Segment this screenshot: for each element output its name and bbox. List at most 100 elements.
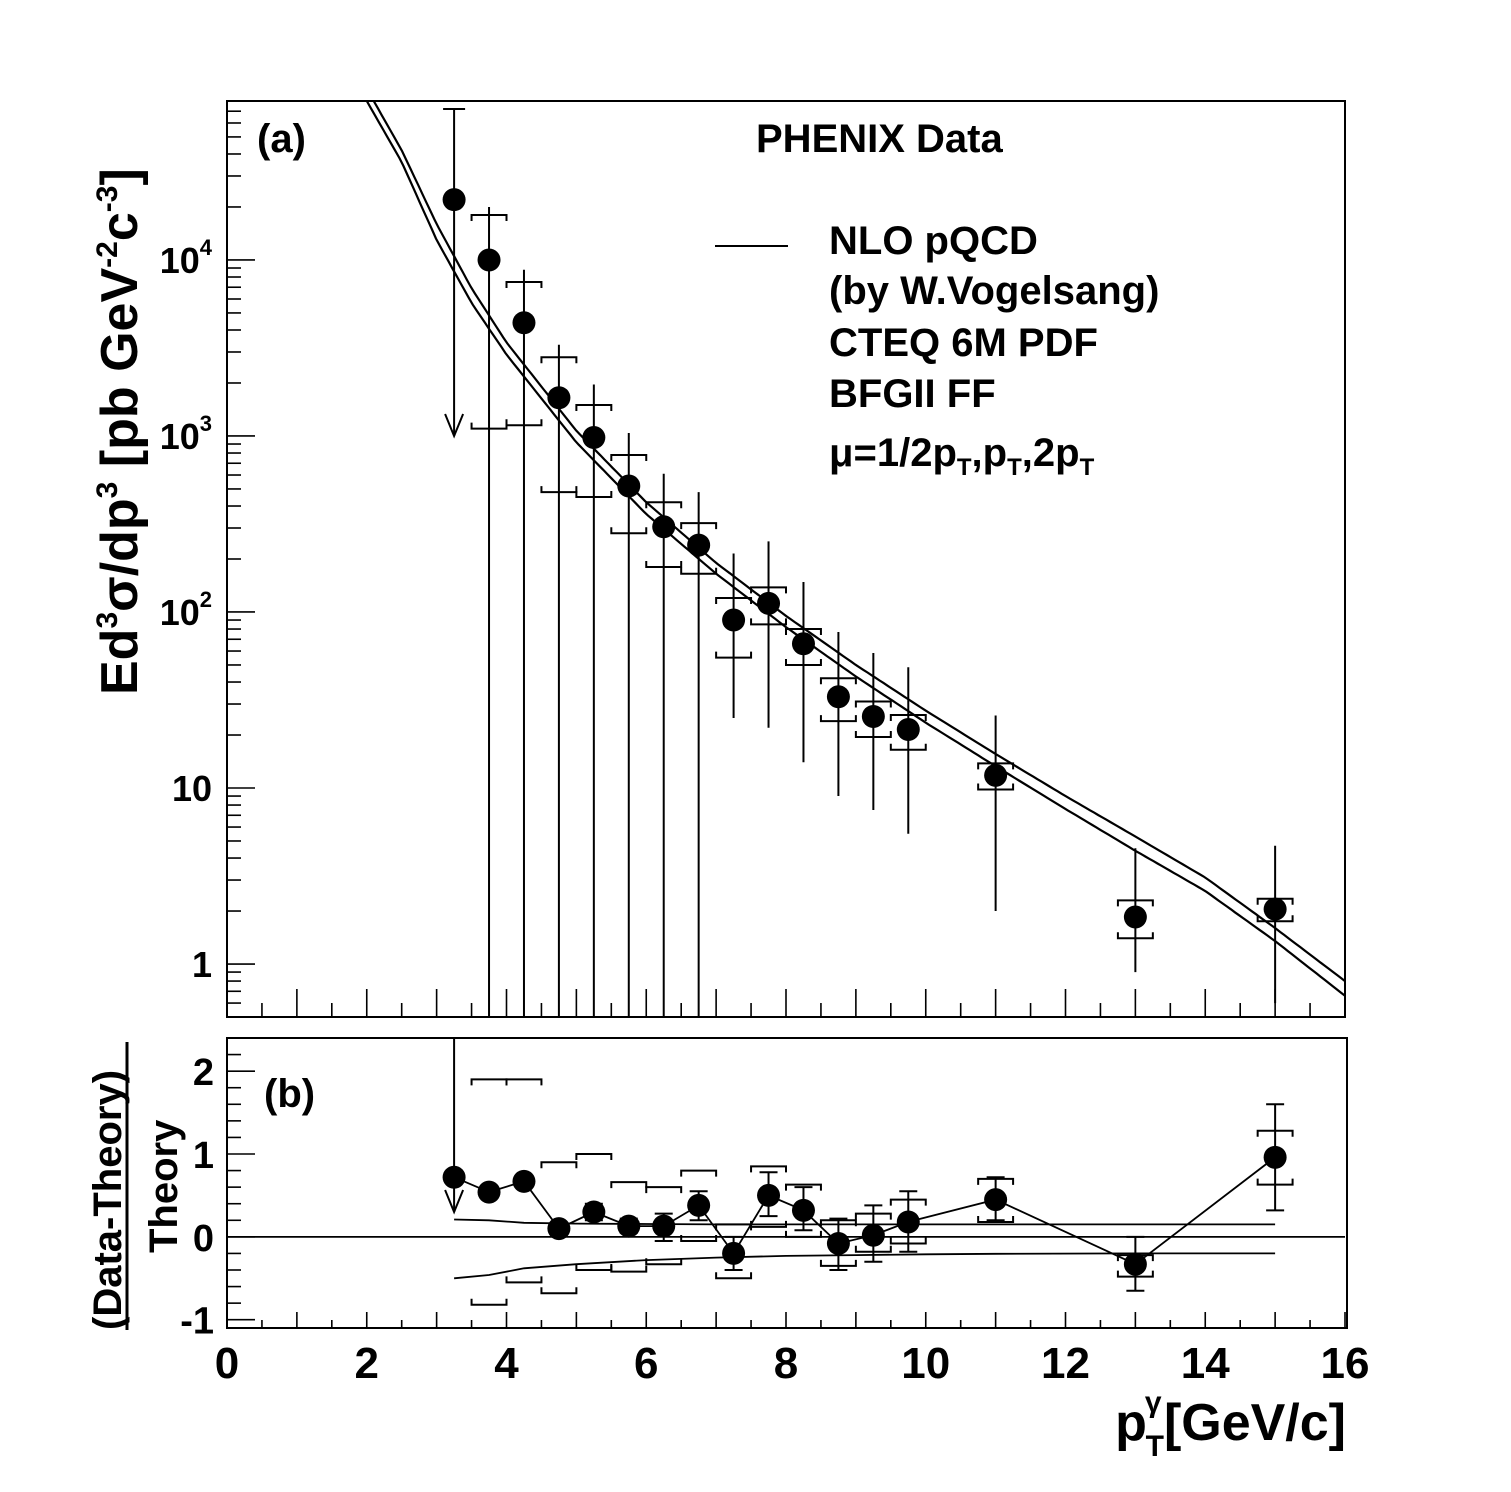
x-tick-label: 16 <box>1321 1339 1370 1388</box>
panel-b-y-tick-label: -1 <box>180 1301 214 1343</box>
x-tick-label: 14 <box>1181 1339 1230 1388</box>
legend-line-1: NLO pQCD <box>829 219 1038 263</box>
ratio-point <box>722 1241 746 1265</box>
sys-bracket-upper <box>610 1181 648 1189</box>
panel-b-frame <box>226 1037 1348 1329</box>
data-point <box>722 608 746 632</box>
ratio-point <box>1263 1145 1287 1169</box>
data-point <box>1123 905 1147 929</box>
ratio-point <box>477 1180 501 1204</box>
theory-curve <box>372 101 1345 982</box>
sys-bracket-lower <box>680 1235 718 1242</box>
ratio-point <box>757 1183 781 1207</box>
x-axis-label: pγ T[GeV/c] <box>1115 1386 1346 1463</box>
legend-mu-line: μ=1/2pT,pT,2pT <box>829 431 1095 481</box>
sys-bracket-upper <box>505 1078 543 1086</box>
data-point <box>582 426 606 450</box>
data-point <box>757 591 781 615</box>
ratio-point <box>547 1217 571 1241</box>
panel-a-y-tick-label: 103 <box>160 411 212 457</box>
panel-a-label: (a) <box>257 117 306 161</box>
data-point <box>442 188 466 212</box>
data-point <box>1263 897 1287 921</box>
ratio-point <box>984 1188 1008 1212</box>
x-tick-label: 0 <box>215 1339 239 1388</box>
sys-bracket-upper <box>680 1169 718 1177</box>
theory-curve <box>365 101 1345 997</box>
panel-b-systematic-brackets <box>470 1078 1294 1306</box>
data-point <box>826 685 850 709</box>
ratio-point <box>896 1210 920 1234</box>
panel-b-y-axis-label: (Data-Theory) Theory <box>86 1042 186 1330</box>
legend-line-2: (by W.Vogelsang) <box>829 269 1159 313</box>
data-point <box>896 717 920 741</box>
panel-b-y-label-denominator: Theory <box>142 1119 186 1253</box>
data-point <box>687 533 711 557</box>
panel-a-frame <box>226 100 1346 1018</box>
sys-bracket-upper <box>785 1183 822 1191</box>
panel-b-y-label-numerator: (Data-Theory) <box>86 1070 130 1330</box>
upper-limit-arrow-head <box>444 1189 465 1215</box>
x-tick-label: 6 <box>634 1339 658 1388</box>
sys-bracket-upper <box>715 1223 753 1231</box>
panel-a-error-bars <box>443 108 1277 1017</box>
legend-line-3: CTEQ 6M PDF <box>829 321 1098 365</box>
x-tick-label: 12 <box>1041 1339 1090 1388</box>
ratio-point <box>582 1200 606 1224</box>
ratio-point <box>861 1223 885 1247</box>
data-point <box>617 474 641 498</box>
panel-a-y-tick-label: 1 <box>192 944 212 985</box>
sys-bracket-upper <box>470 1078 508 1086</box>
panel-a-y-tick-label: 104 <box>160 235 213 281</box>
sys-bracket-upper <box>750 1165 787 1173</box>
panel-a-y-ticks <box>227 100 255 1018</box>
sys-bracket-lower <box>785 1230 822 1238</box>
sys-bracket-upper <box>575 1153 613 1160</box>
ratio-point <box>442 1165 466 1189</box>
sys-bracket-lower <box>540 1287 578 1295</box>
ratio-point <box>791 1198 815 1222</box>
data-point <box>512 311 536 335</box>
sys-bracket-lower <box>575 1264 613 1271</box>
sys-bracket-lower <box>715 1272 753 1280</box>
panel-a-data-points <box>442 188 1287 929</box>
panel-b-data-points <box>442 1145 1287 1276</box>
theory-band-edge <box>454 1252 1276 1280</box>
panel-a-y-tick-labels: 1 10 102 103 104 <box>160 235 213 985</box>
sys-bracket-upper <box>645 1186 683 1194</box>
panel-b-y-tick-label: 0 <box>193 1218 214 1260</box>
ratio-point <box>512 1169 536 1193</box>
panel-b-y-tick-label: 1 <box>193 1135 214 1177</box>
panel-b-connecting-line <box>453 1156 1276 1266</box>
sys-bracket-lower <box>470 1298 508 1306</box>
panel-a-y-tick-label: 10 <box>172 768 212 809</box>
sys-bracket-lower <box>645 1258 683 1266</box>
panel-b-x-ticks <box>226 1312 1346 1328</box>
data-point <box>861 704 885 728</box>
ratio-point <box>826 1231 850 1255</box>
x-tick-label: 8 <box>774 1339 798 1388</box>
ratio-point <box>617 1214 641 1238</box>
ratio-connecting-line <box>453 1156 1276 1266</box>
data-point <box>652 515 676 539</box>
panel-a-x-ticks <box>226 989 1346 1017</box>
ratio-point <box>652 1214 676 1238</box>
panel-a-y-tick-label: 102 <box>160 587 212 633</box>
panel-a-y-axis-label: Ed3σ/dp3 [pb GeV-2c-3] <box>91 168 149 695</box>
panel-a: 1 10 102 103 104 (a) PHENIX Data NLO pQCD (b… <box>91 100 1346 1018</box>
sys-bracket-lower <box>977 1215 1015 1223</box>
x-tick-label: 4 <box>494 1339 519 1388</box>
chart-title: PHENIX Data <box>756 117 1003 161</box>
x-tick-label: 2 <box>355 1339 379 1388</box>
x-tick-label: 10 <box>901 1339 950 1388</box>
theory-curves <box>365 101 1345 997</box>
legend: NLO pQCD (by W.Vogelsang) CTEQ 6M PDF BF… <box>715 219 1159 481</box>
panel-b-y-ticks <box>227 1037 255 1321</box>
upper-limit-arrow-head <box>444 413 465 439</box>
data-point <box>477 248 501 272</box>
panel-b-label: (b) <box>264 1072 315 1116</box>
data-point <box>984 763 1008 787</box>
data-point <box>547 386 571 410</box>
